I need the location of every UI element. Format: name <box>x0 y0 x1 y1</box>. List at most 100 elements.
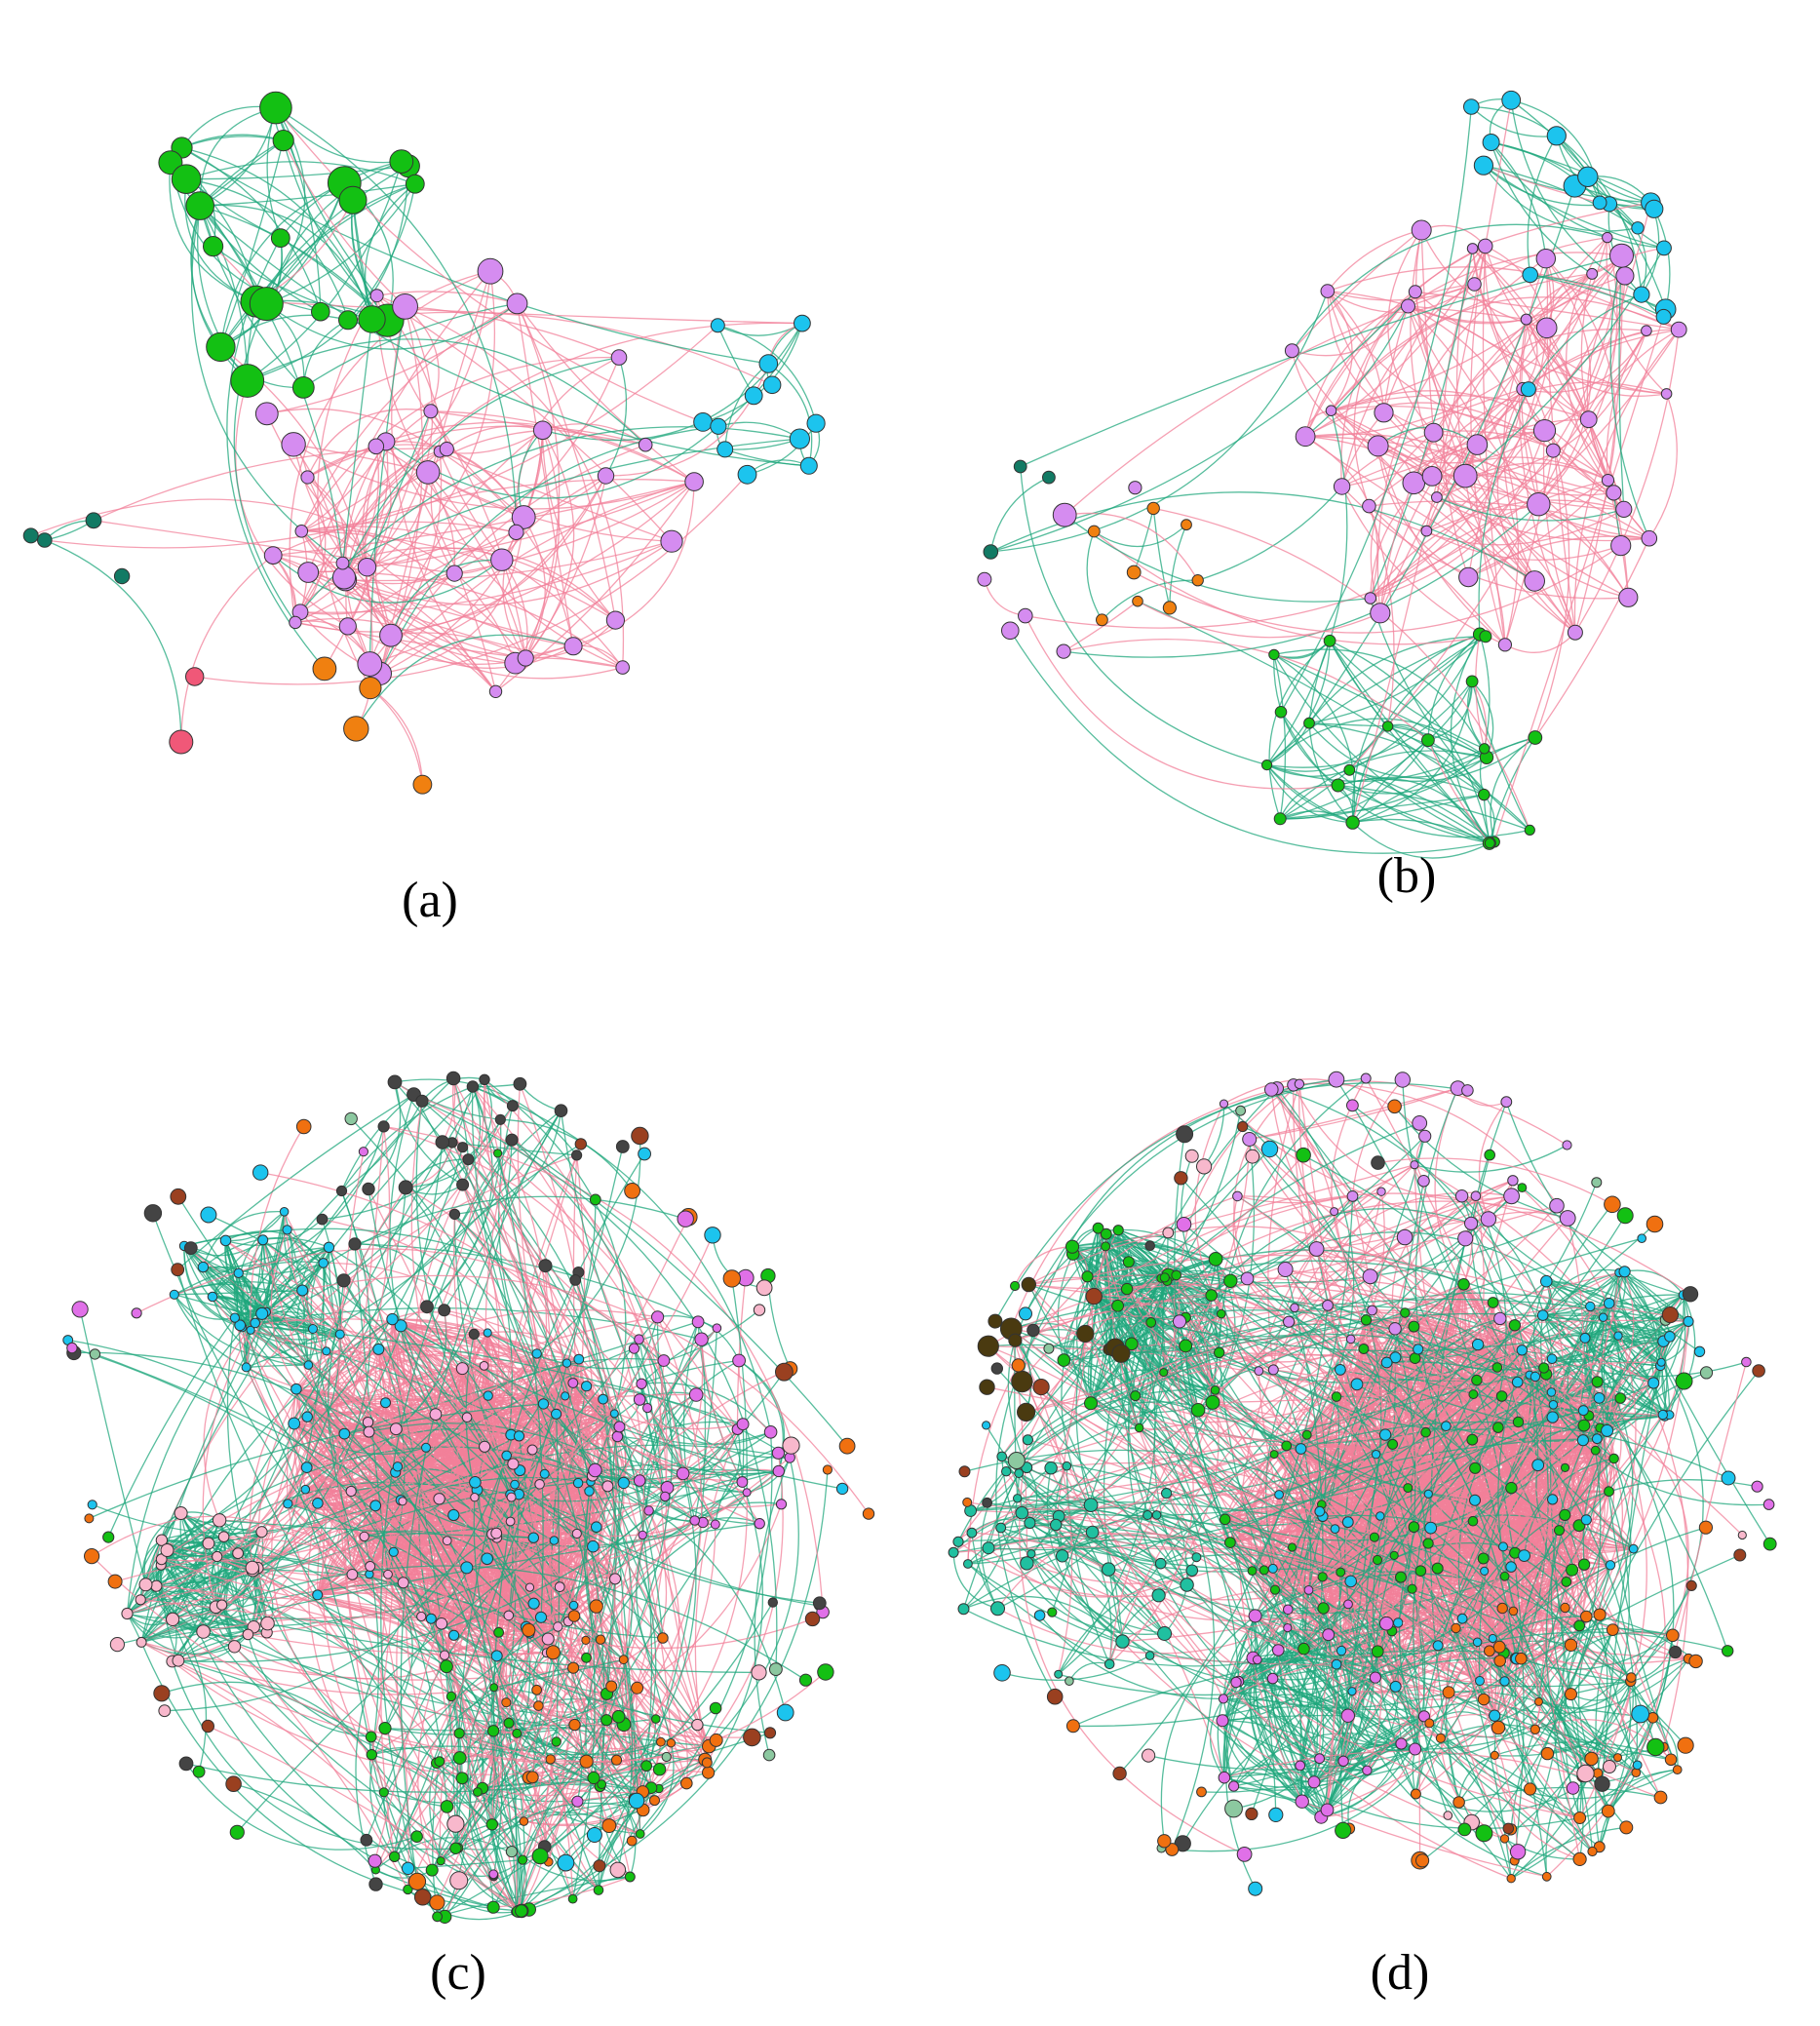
edge <box>203 1266 314 1330</box>
edge <box>1427 634 1481 741</box>
edge <box>301 530 616 621</box>
edge <box>1528 293 1643 390</box>
edge <box>767 363 813 466</box>
edge <box>341 319 373 564</box>
edge <box>1504 632 1576 653</box>
edge <box>199 205 809 467</box>
edge <box>1331 273 1593 411</box>
edge <box>989 477 1050 553</box>
edge <box>1352 794 1485 824</box>
edge <box>391 306 496 692</box>
edge <box>724 438 800 450</box>
edge <box>219 139 285 348</box>
edge <box>292 444 526 659</box>
edge <box>984 579 1026 617</box>
edge <box>265 160 403 304</box>
edge <box>302 302 518 388</box>
edge <box>1489 737 1536 844</box>
edge <box>1526 319 1590 420</box>
edge <box>1588 329 1680 420</box>
edge <box>439 450 503 561</box>
edge <box>1493 309 1667 842</box>
edge <box>265 302 518 350</box>
edge <box>199 205 304 388</box>
edge <box>364 1462 514 1538</box>
edge <box>1304 283 1475 437</box>
edge <box>1280 757 1488 820</box>
edge <box>261 1229 293 1314</box>
edge <box>542 430 616 621</box>
edge <box>202 1211 285 1267</box>
edge <box>1420 229 1435 433</box>
edge <box>236 1211 285 1326</box>
edge <box>1609 255 1650 539</box>
edge <box>521 1800 636 1912</box>
edge <box>364 1518 561 1587</box>
edge <box>212 1239 264 1298</box>
edge <box>174 1294 247 1368</box>
edge <box>1472 248 1680 331</box>
edge <box>1484 246 1524 390</box>
edge <box>375 446 456 574</box>
edge <box>300 356 620 532</box>
edge <box>1064 514 1371 603</box>
edge <box>233 303 296 623</box>
edge <box>1504 449 1554 645</box>
edge <box>390 635 574 669</box>
edge <box>1273 654 1287 819</box>
edge <box>355 634 574 729</box>
edge <box>1368 505 1395 727</box>
edge <box>405 305 620 359</box>
edge <box>1382 305 1410 413</box>
edge <box>702 323 803 423</box>
edge <box>1431 456 1608 482</box>
edge <box>516 303 561 659</box>
edge <box>1608 203 1647 295</box>
edge <box>724 363 769 449</box>
edge <box>1352 822 1491 859</box>
edge <box>294 620 370 665</box>
edge <box>341 1100 423 1192</box>
edge <box>379 517 524 675</box>
edge <box>1414 291 1667 395</box>
edge <box>1273 653 1488 759</box>
edge <box>183 1245 243 1329</box>
edge <box>1369 500 1650 539</box>
edge <box>1101 579 1198 621</box>
edge <box>1546 328 1576 633</box>
edge <box>1496 388 1576 634</box>
edge <box>368 1081 402 1189</box>
edge <box>1327 266 1680 331</box>
edge <box>1376 446 1506 645</box>
edge <box>1065 512 1199 581</box>
edge <box>1308 722 1354 824</box>
edge <box>174 1294 314 1330</box>
edge <box>1273 654 1491 844</box>
edge <box>347 531 517 627</box>
edge <box>185 178 349 321</box>
edge <box>225 1211 286 1242</box>
edge <box>1291 229 1422 352</box>
edge <box>143 1512 181 1585</box>
edge <box>1279 769 1350 820</box>
edge <box>1477 418 1589 446</box>
edge <box>181 146 373 320</box>
edge <box>1093 524 1187 548</box>
edge <box>516 303 574 646</box>
edge <box>1308 722 1388 727</box>
edge <box>717 325 817 424</box>
edge <box>1464 475 1535 582</box>
edge <box>390 632 526 659</box>
edge <box>186 165 408 180</box>
edge <box>1425 330 1647 531</box>
edge <box>1308 634 1481 724</box>
edge <box>1349 736 1536 782</box>
edge <box>1279 810 1353 824</box>
edge <box>1025 615 1338 790</box>
edge <box>307 270 491 573</box>
edge <box>572 482 695 647</box>
edge <box>1471 681 1488 749</box>
edge <box>1370 275 1626 600</box>
edge <box>1331 390 1614 493</box>
edge <box>169 162 257 302</box>
